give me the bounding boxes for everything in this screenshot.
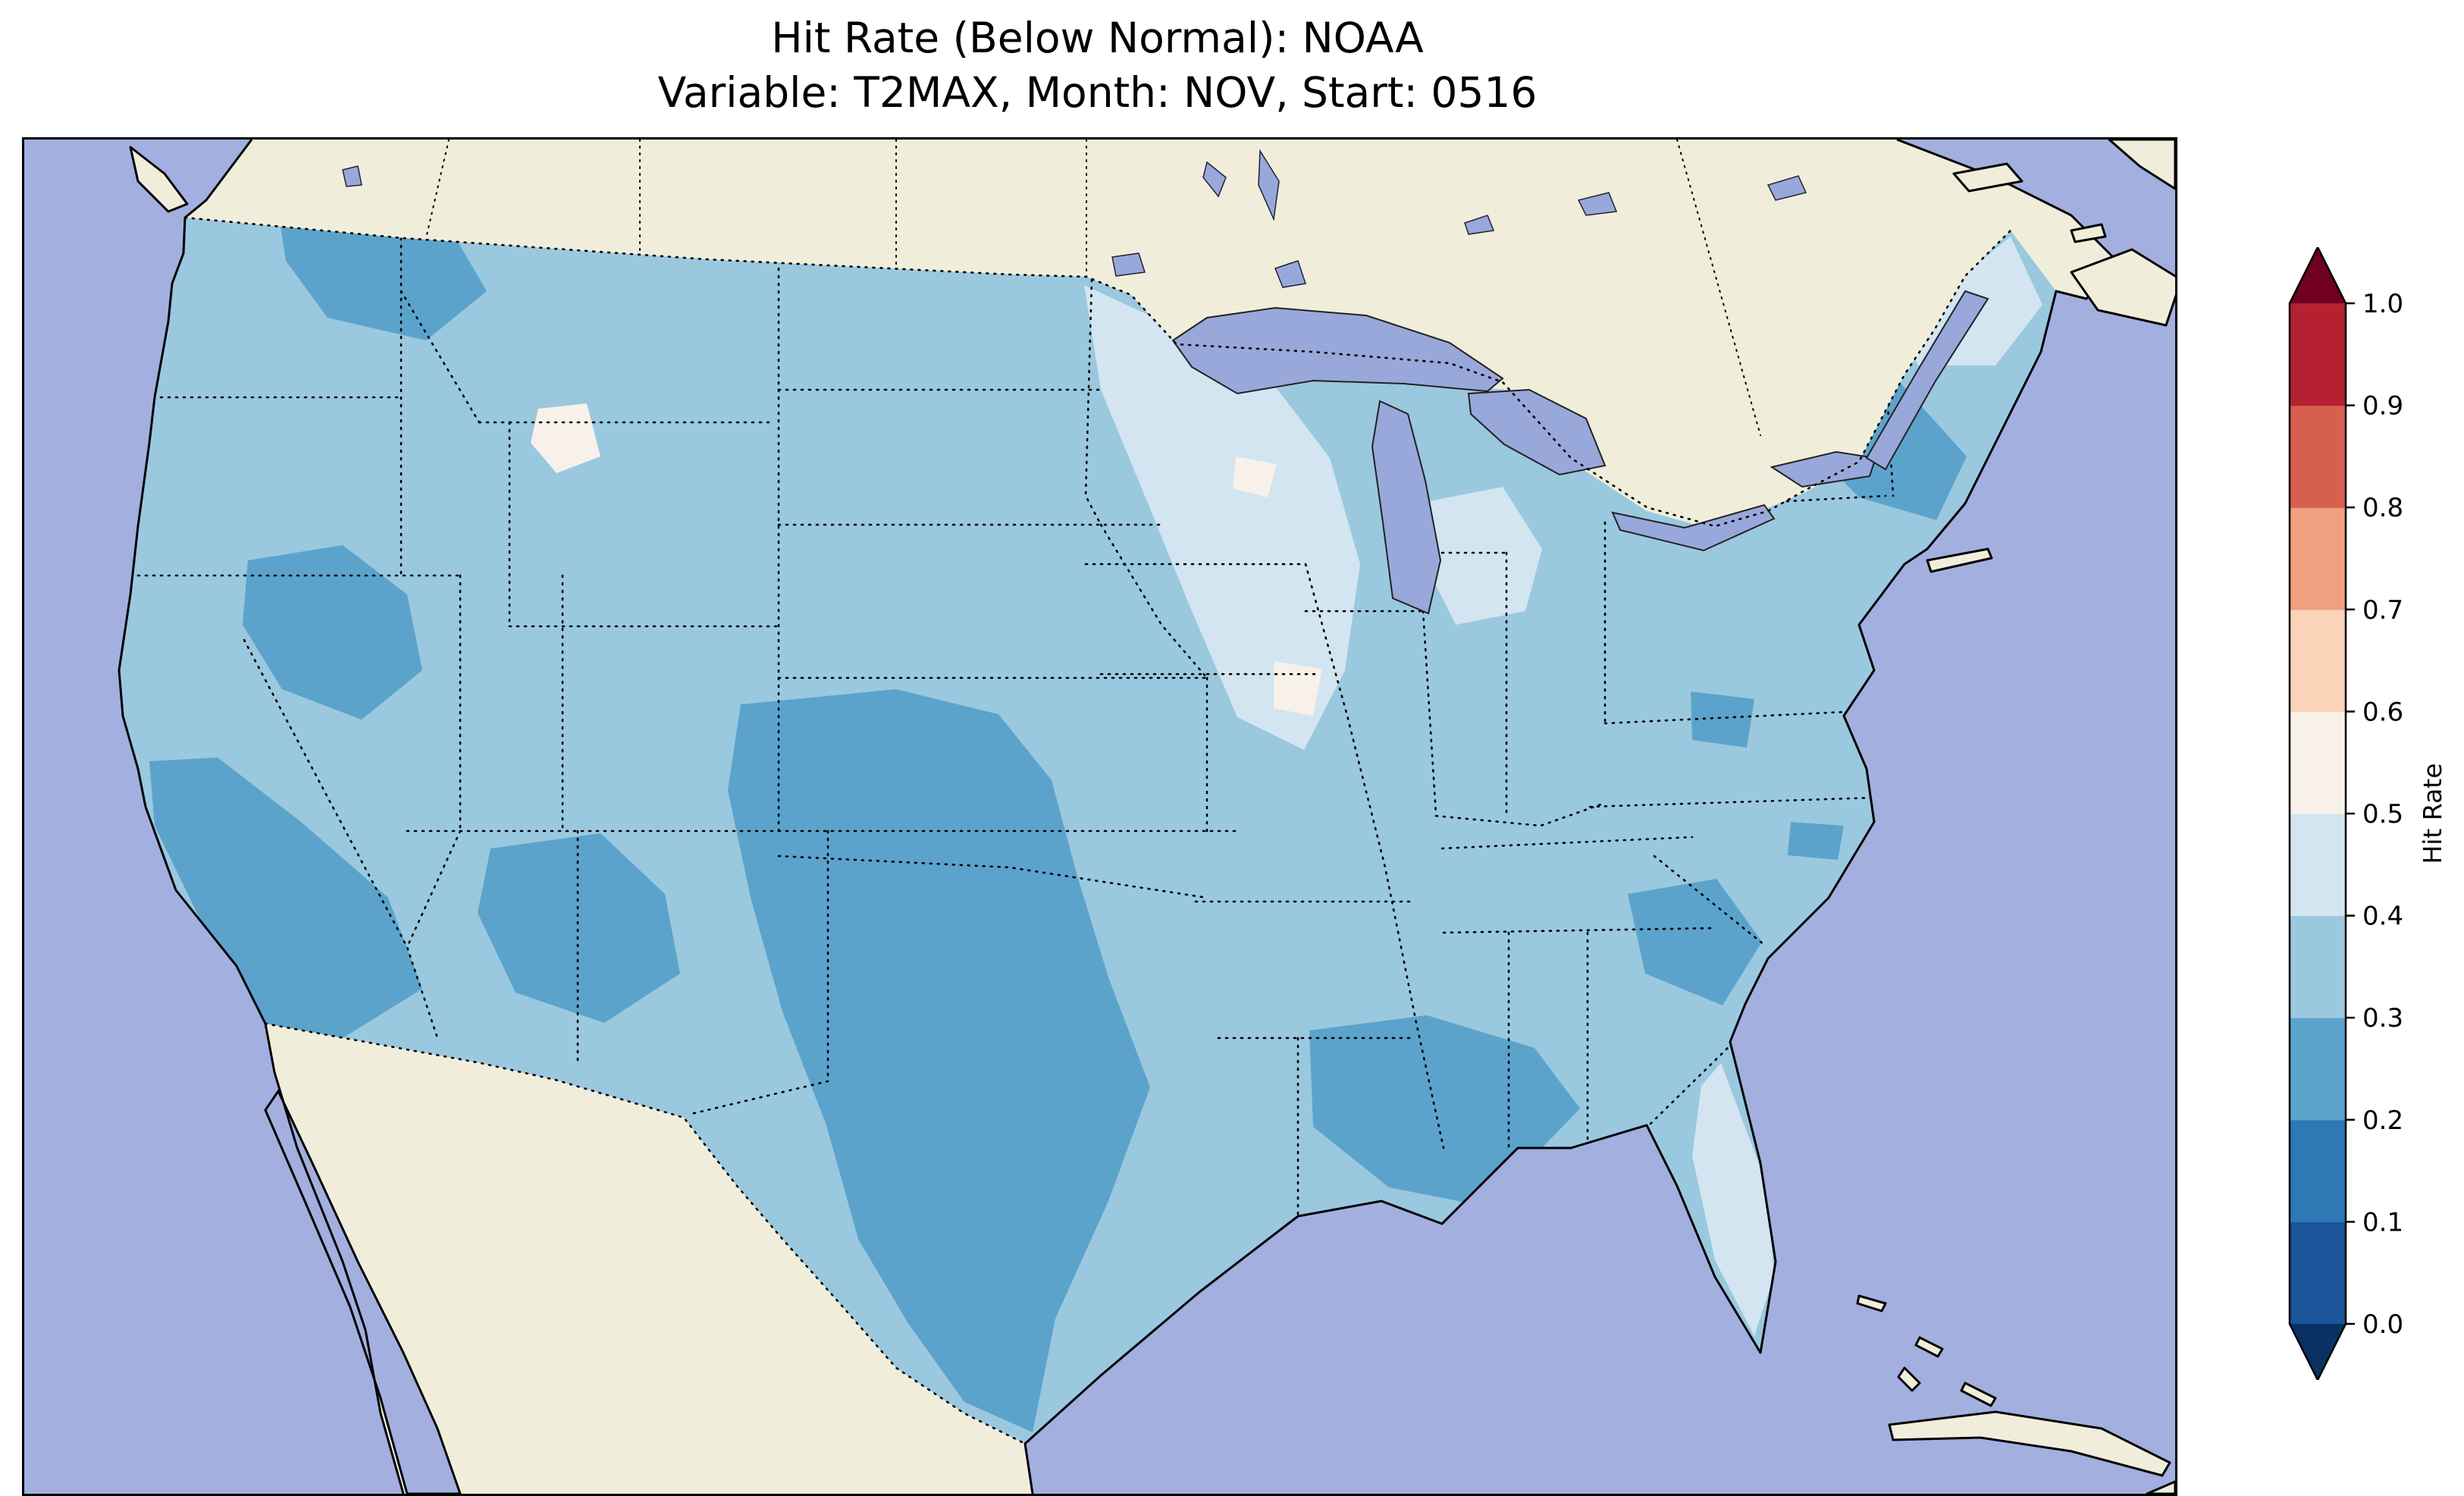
hitrate-patch-texas-oklahoma	[728, 689, 1150, 1432]
colorbar-tick-label: 0.3	[2362, 1003, 2403, 1033]
colorbar-tick-label: 0.0	[2362, 1309, 2403, 1340]
lake-ontario-north-1	[1577, 192, 1618, 216]
islands	[129, 140, 2175, 1494]
colorbar-bin-6	[2290, 609, 2346, 712]
colorbar: 0.0 0.1 0.2 0.3 0.4 0.5 0.6 0.7 0.8 0.9 1.0 Hit Ra…	[2281, 247, 2464, 1380]
lake-nipigon	[1274, 260, 1306, 288]
figure-title: Hit Rate (Below Normal): NOAA Variable: …	[22, 11, 2173, 120]
lake-ontario-north-2	[1464, 215, 1495, 235]
colorbar-svg: 0.0 0.1 0.2 0.3 0.4 0.5 0.6 0.7 0.8 0.9 1.0 Hit Ra…	[2288, 247, 2447, 1380]
conus-map	[24, 140, 2175, 1494]
lake-bc	[342, 165, 362, 187]
country-borders	[183, 216, 2012, 1445]
hitrate-patch-florida	[1692, 1063, 1774, 1336]
hitrate-patch-northern-rockies	[278, 218, 487, 340]
lake-michigan	[1371, 400, 1442, 615]
colorbar-bin-3	[2290, 915, 2346, 1018]
lake-superior	[1171, 306, 1504, 395]
colorbar-bin-7	[2290, 507, 2346, 610]
colorbar-bin-1	[2290, 1119, 2346, 1222]
colorbar-tick-label: 0.5	[2362, 799, 2403, 830]
st-lawrence-river	[1865, 290, 1989, 471]
hitrate-patch-upper-midwest	[1084, 285, 1360, 750]
prince-edward-island	[2070, 223, 2107, 243]
canada-province-borders	[425, 140, 1761, 436]
colorbar-tick-label: 0.8	[2362, 493, 2403, 523]
hitrate-patch-virginia	[1691, 692, 1754, 748]
us-hitrate-layer	[119, 218, 2056, 1444]
colorbar-extend-over-triangle	[2290, 247, 2346, 303]
coastline	[118, 140, 2118, 1494]
hitrate-spot-montana	[531, 403, 600, 473]
long-island	[1926, 547, 1993, 573]
hitrate-patch-georgia-coast	[1628, 879, 1762, 1005]
colorbar-bin-0	[2290, 1222, 2346, 1325]
lake-manitoba	[1202, 161, 1227, 198]
lake-quebec	[1766, 175, 1807, 201]
colorbar-tick-label: 0.1	[2362, 1207, 2403, 1237]
bahamas-3	[1960, 1382, 1997, 1407]
newfoundland	[2108, 140, 2175, 190]
lake-huron	[1467, 388, 1607, 476]
colorbar-axis-label: Hit Rate	[2418, 763, 2447, 864]
figure-title-line1: Hit Rate (Below Normal): NOAA	[771, 14, 1424, 62]
colorbar-extend-under-triangle	[2290, 1324, 2346, 1380]
state-borders	[136, 221, 1895, 1222]
colorbar-segments	[2290, 303, 2346, 1325]
lake-of-the-woods	[1111, 252, 1146, 277]
hitrate-patch-arizona-newmexico	[478, 833, 680, 1023]
colorbar-tick-label: 0.6	[2362, 697, 2403, 727]
great-lakes	[1171, 290, 1989, 615]
colorbar-tick-label: 0.2	[2362, 1106, 2403, 1136]
lake-erie	[1611, 503, 1776, 552]
hitrate-spot-illinois	[1274, 661, 1322, 716]
vancouver-island	[129, 146, 189, 213]
bahamas-2	[1914, 1336, 1944, 1358]
colorbar-bin-2	[2290, 1018, 2346, 1121]
hitrate-patch-carolina	[1788, 822, 1844, 860]
colorbar-ticks: 0.0 0.1 0.2 0.3 0.4 0.5 0.6 0.7 0.8 0.9 1.0	[2346, 289, 2403, 1340]
colorbar-bin-5	[2290, 711, 2346, 814]
colorbar-bin-8	[2290, 405, 2346, 508]
colorbar-tick-label: 0.9	[2362, 391, 2403, 422]
hitrate-patch-nevada-utah	[243, 545, 422, 720]
lake-ontario	[1770, 450, 1877, 488]
colorbar-bin-9	[2290, 303, 2346, 406]
nova-scotia	[2070, 248, 2175, 327]
hispaniola-edge	[2146, 1480, 2175, 1494]
bahamas-1	[1856, 1294, 1887, 1313]
map-panel	[22, 137, 2177, 1496]
colorbar-tick-label: 0.4	[2362, 902, 2403, 932]
us-mexico-border	[264, 1022, 1027, 1445]
lake-winnipeg	[1258, 149, 1280, 221]
colorbar-tick-label: 1.0	[2362, 289, 2403, 319]
figure-title-line2: Variable: T2MAX, Month: NOV, Start: 0516	[657, 68, 1538, 117]
hitrate-patch-lower-michigan	[1425, 487, 1542, 625]
anticosti-island	[1952, 162, 2024, 193]
colorbar-tick-label: 0.7	[2362, 595, 2403, 626]
hitrate-spot-wisconsin	[1233, 456, 1277, 497]
andros-island	[1897, 1366, 1921, 1392]
hitrate-patch-california	[149, 757, 422, 1038]
cuba	[1888, 1410, 2171, 1477]
canadian-lakes	[342, 149, 1807, 288]
colorbar-bin-4	[2290, 814, 2346, 917]
